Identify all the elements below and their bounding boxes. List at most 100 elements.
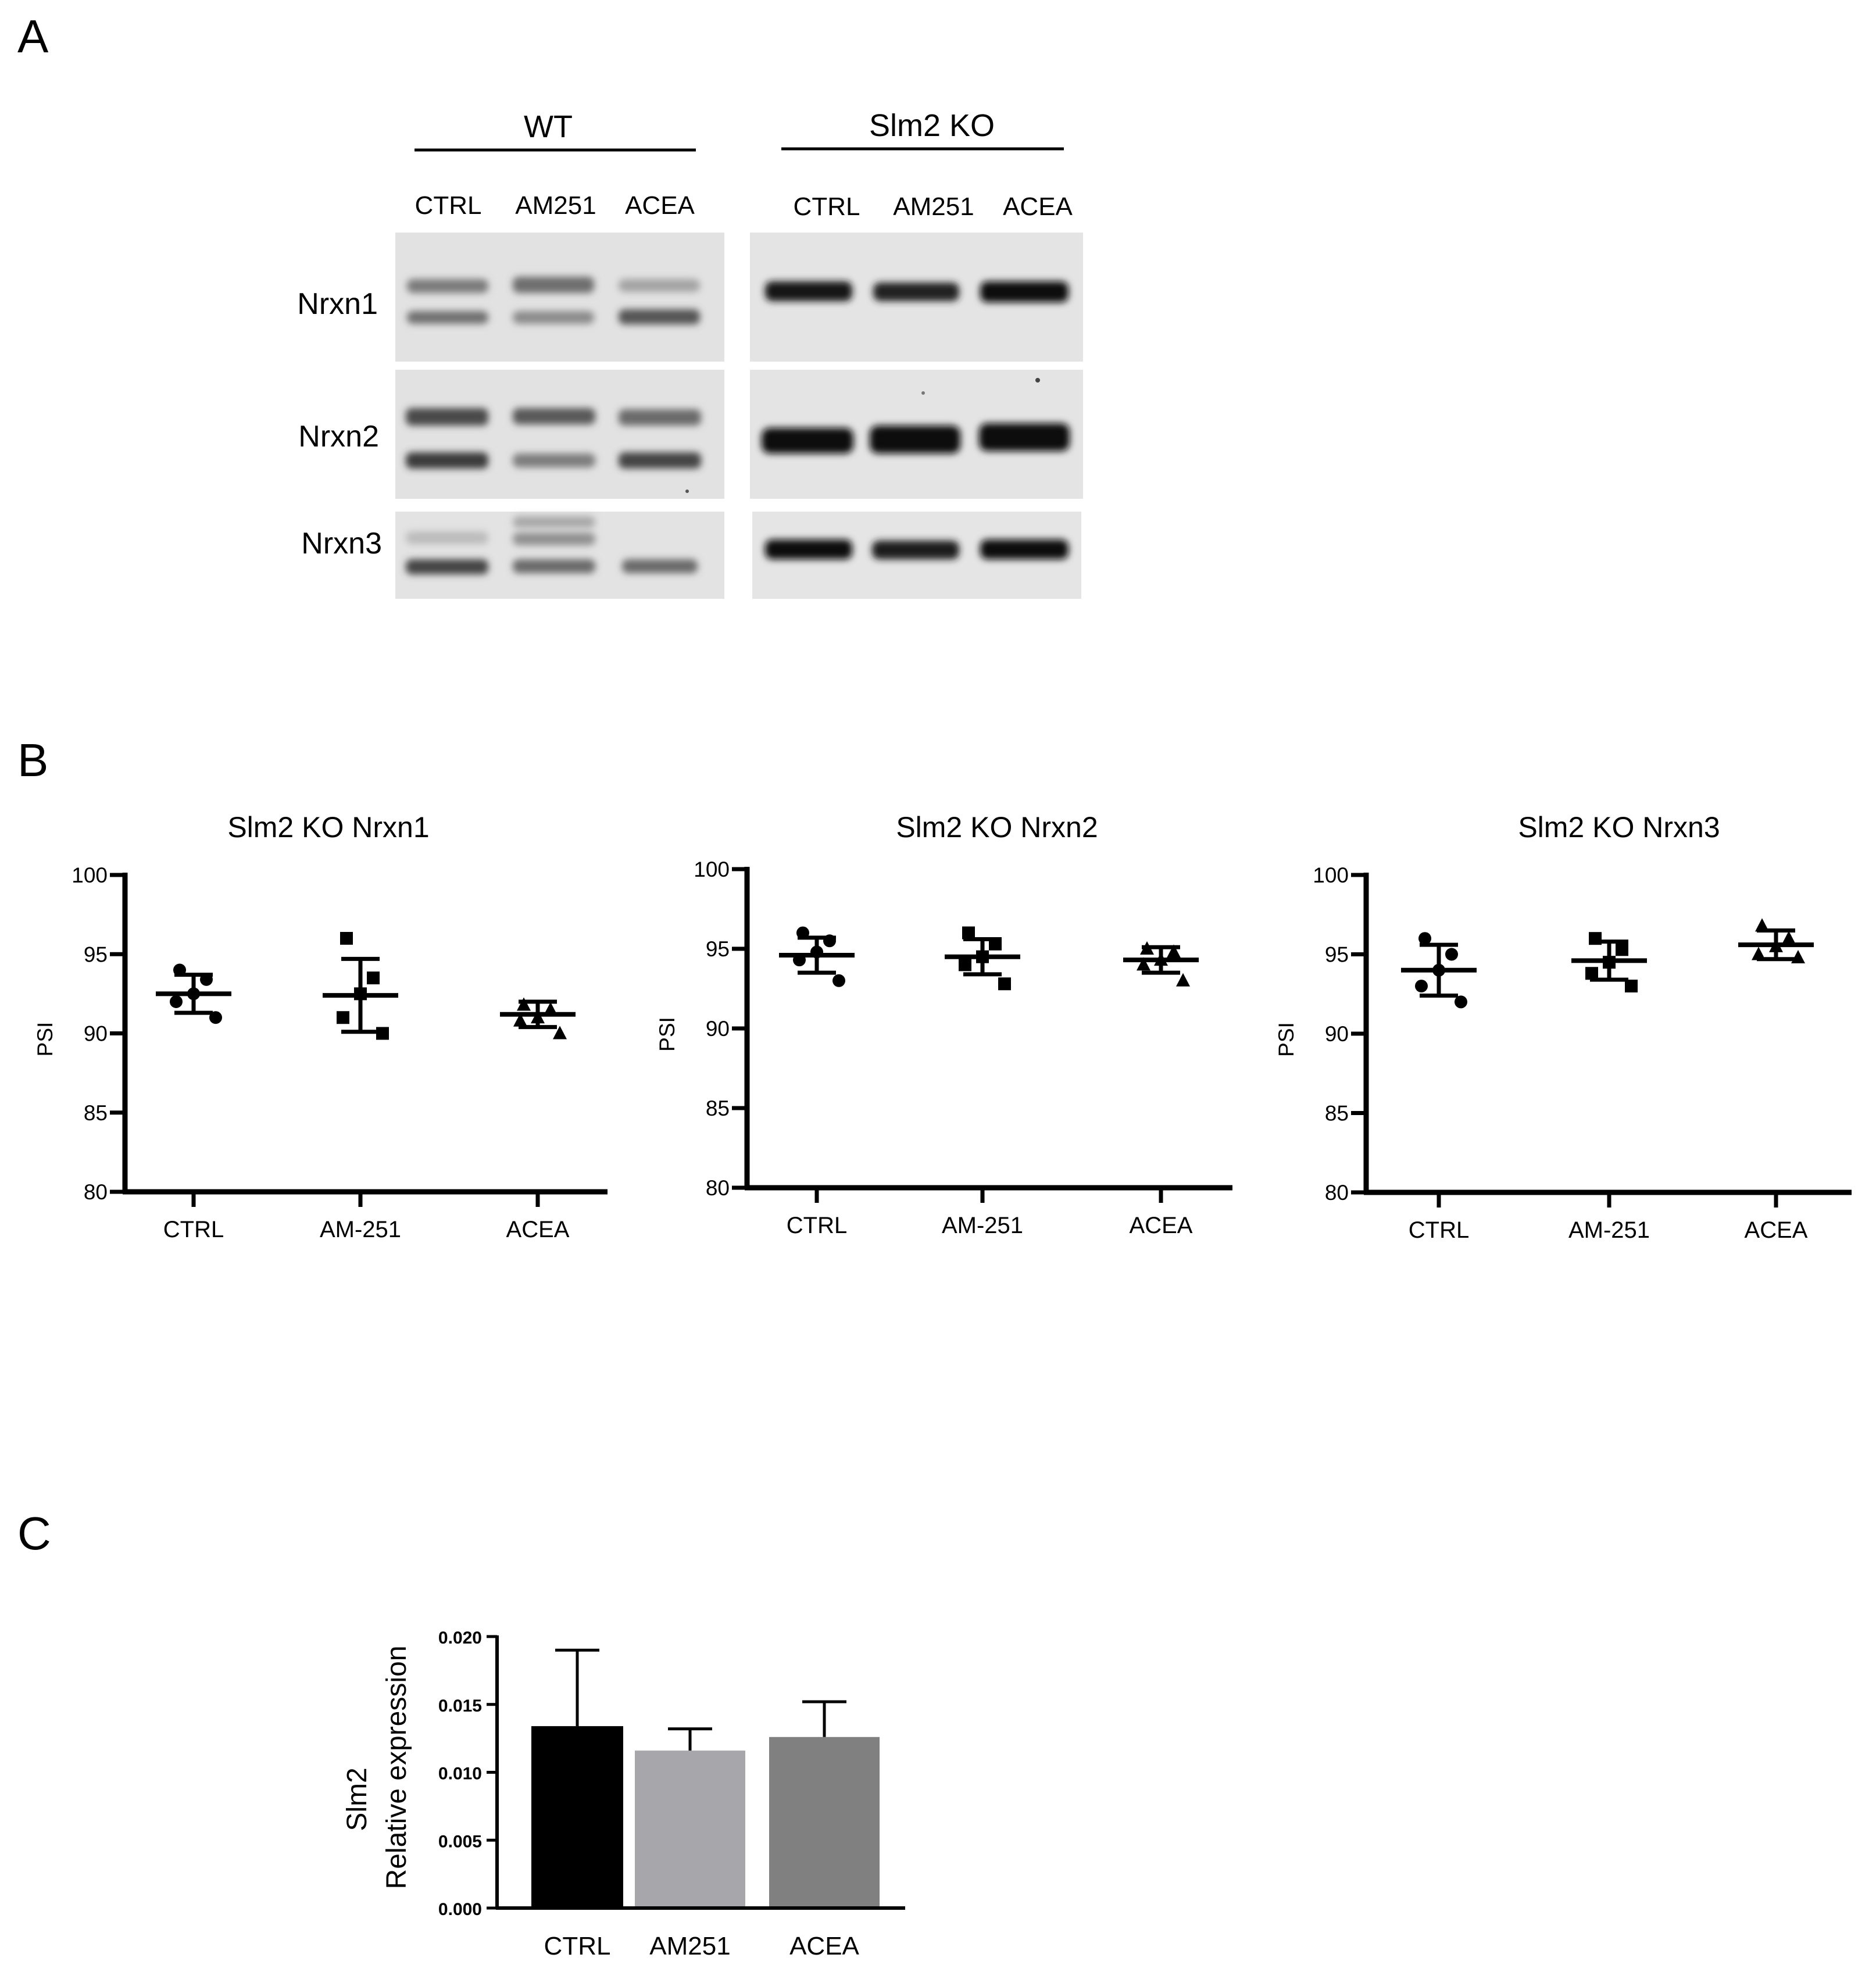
data-point: [1445, 948, 1458, 961]
gel-speck: [921, 391, 925, 395]
y-tick-label: 90: [706, 1017, 730, 1041]
y-tick-label: 80: [706, 1176, 730, 1200]
data-point: [962, 926, 975, 939]
gel-bands-wt-nrxn3: [406, 516, 698, 574]
y-tick-label: 0.020: [438, 1628, 482, 1648]
gel-band: [513, 277, 594, 293]
psi-plot: Slm2 KO Nrxn2 80 85 90 95 100 PSI CTRL AM-251 ACE…: [655, 811, 1232, 1238]
data-point: [1455, 995, 1467, 1009]
wt-lane-label: ACEA: [625, 191, 695, 220]
x-tick-label: ACEA: [506, 1217, 570, 1242]
x-tick-label: AM251: [649, 1932, 730, 1960]
ko-lane-label: CTRL: [794, 192, 860, 221]
bar: [531, 1726, 623, 1908]
y-tick-label: 0.010: [438, 1764, 482, 1784]
plot-title: Slm2 KO Nrxn3: [1518, 811, 1720, 844]
bar: [635, 1750, 745, 1908]
y-axis-label: PSI: [655, 1017, 679, 1052]
gel-band: [406, 452, 488, 469]
ko-group-label: Slm2 KO: [869, 108, 995, 143]
y-axis-label: Slm2: [342, 1767, 373, 1831]
bar: [769, 1737, 880, 1908]
y-tick-label: 95: [84, 942, 108, 966]
plot-title: Slm2 KO Nrxn2: [896, 811, 1098, 844]
gel-band: [619, 279, 700, 292]
data-point: [832, 974, 845, 987]
y-tick-label: 100: [1313, 863, 1349, 887]
data-point: [513, 1013, 527, 1027]
y-tick-label: 100: [72, 863, 108, 887]
gel-band: [406, 408, 488, 426]
data-point: [1167, 944, 1181, 958]
x-tick-label: ACEA: [789, 1932, 859, 1960]
x-tick-label: ACEA: [1130, 1213, 1193, 1238]
gel-speck: [685, 490, 689, 493]
data-point: [959, 958, 971, 971]
gel-bands-ko-nrxn1: [765, 281, 1069, 302]
gel-band: [980, 281, 1069, 302]
y-tick-label: 0.005: [438, 1832, 482, 1851]
gel-band: [406, 559, 488, 574]
gel-band: [513, 559, 595, 573]
data-point: [1616, 943, 1628, 956]
gel-band: [513, 516, 595, 528]
gel-row-label: Nrxn2: [298, 420, 379, 453]
gel-bands-wt-nrxn2: [406, 408, 701, 469]
data-point: [553, 1026, 567, 1039]
data-point: [1137, 957, 1150, 971]
gel-wt-nrxn2: [395, 370, 724, 499]
x-tick-label: CTRL: [1409, 1217, 1469, 1243]
gel-row-label: Nrxn3: [301, 527, 382, 560]
y-tick-label: 0.000: [438, 1900, 482, 1919]
wt-lane-label: CTRL: [415, 191, 482, 220]
ko-lane-label: ACEA: [1003, 192, 1073, 221]
y-axis-label: Relative expression: [381, 1646, 412, 1889]
gel-band: [513, 311, 594, 324]
gel-speck: [1035, 378, 1040, 383]
gel-wt-nrxn1: [395, 233, 724, 362]
y-tick-label: 95: [1325, 943, 1349, 967]
gel-band: [872, 541, 959, 559]
y-tick-label: 0.015: [438, 1696, 482, 1716]
y-axis-label: PSI: [1274, 1022, 1298, 1057]
y-axis-label: PSI: [33, 1022, 57, 1057]
panel-label-b: B: [17, 734, 48, 786]
x-tick-label: AM-251: [1568, 1217, 1650, 1243]
gel-band: [407, 311, 488, 324]
data-point: [1176, 973, 1190, 987]
gel-band: [762, 428, 853, 453]
psi-plot: Slm2 KO Nrxn1 80 85 90 95 100 PSI CTRL AM-251 ACE…: [33, 811, 608, 1242]
x-tick-label: CTRL: [163, 1217, 224, 1242]
gel-panel: WT Slm2 KO CTRL AM251 ACEA CTRL AM251 AC…: [297, 108, 1083, 599]
gel-band: [513, 533, 595, 545]
gel-band: [873, 283, 959, 301]
wt-lane-label: AM251: [515, 191, 596, 220]
x-tick-label: AM-251: [942, 1213, 1023, 1238]
slm2-expression-panel: 0.000 0.005 0.010 0.015 0.020 CTRL AM251 ACEA Sl…: [342, 1628, 905, 1960]
data-point: [998, 977, 1011, 991]
y-tick-label: 85: [84, 1101, 108, 1125]
gel-band: [622, 559, 698, 573]
data-point: [517, 997, 531, 1011]
y-tick-label: 85: [706, 1096, 730, 1120]
gel-band: [619, 309, 700, 324]
data-point: [1625, 980, 1638, 993]
gel-band: [406, 531, 488, 544]
y-tick-label: 85: [1325, 1102, 1349, 1126]
data-point: [1415, 980, 1428, 993]
gel-band: [513, 453, 595, 467]
x-tick-label: CTRL: [544, 1932, 611, 1960]
bar-chart: 0.000 0.005 0.010 0.015 0.020 CTRL AM251 ACEA Sl…: [342, 1628, 905, 1960]
wt-group-label: WT: [524, 109, 573, 144]
plot-title: Slm2 KO Nrxn1: [227, 811, 429, 844]
gel-band: [619, 409, 701, 426]
data-point: [1418, 932, 1431, 945]
data-point: [1755, 918, 1769, 932]
panel-label-a: A: [17, 10, 49, 62]
x-tick-label: ACEA: [1745, 1217, 1808, 1243]
gel-band: [980, 540, 1069, 559]
gel-band: [407, 279, 488, 293]
gel-row-label: Nrxn1: [297, 287, 378, 321]
gel-bands-ko-nrxn2: [685, 378, 1070, 493]
